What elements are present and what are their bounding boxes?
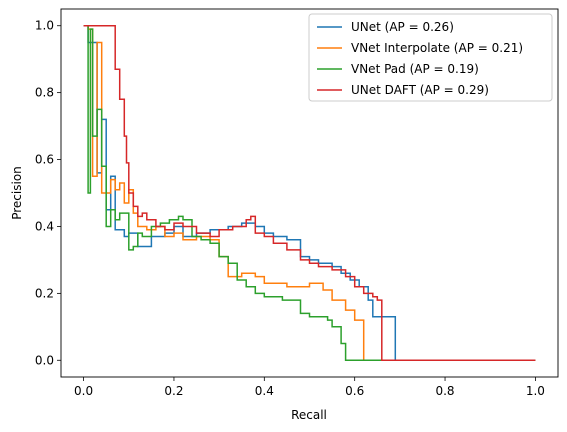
y-axis-ticks: 0.0 0.2 0.4 0.6 0.8 1.0	[35, 19, 61, 367]
legend-entry-2: VNet Pad (AP = 0.19)	[351, 62, 479, 76]
y-tick-label: 0.2	[35, 286, 54, 300]
x-tick-label: 0.2	[164, 384, 183, 398]
y-tick-label: 0.4	[35, 219, 54, 233]
x-tick-label: 0.0	[74, 384, 93, 398]
series-layer	[83, 24, 536, 362]
legend: UNet (AP = 0.26) VNet Interpolate (AP = 0…	[308, 13, 553, 102]
x-tick-label: 0.6	[345, 384, 364, 398]
legend-entry-1: VNet Interpolate (AP = 0.21)	[351, 41, 523, 55]
y-tick-label: 0.8	[35, 86, 54, 100]
series-line-3	[83, 24, 536, 362]
legend-entry-0: UNet (AP = 0.26)	[351, 20, 454, 34]
legend-box	[308, 13, 553, 102]
legend-entry-3: UNet DAFT (AP = 0.29)	[351, 83, 489, 97]
y-axis-label: Precision	[10, 166, 24, 220]
x-axis-ticks: 0.0 0.2 0.4 0.6 0.8 1.0	[74, 377, 545, 398]
y-tick-label: 1.0	[35, 19, 54, 33]
x-tick-label: 0.8	[435, 384, 454, 398]
x-axis-label: Recall	[291, 408, 327, 422]
x-tick-label: 0.4	[255, 384, 274, 398]
y-tick-label: 0.6	[35, 153, 54, 167]
series-line-2	[83, 24, 536, 362]
series-line-1	[83, 24, 536, 362]
x-tick-label: 1.0	[526, 384, 545, 398]
plot-frame	[60, 8, 559, 378]
series-line-0	[83, 24, 536, 362]
y-tick-label: 0.0	[35, 353, 54, 367]
